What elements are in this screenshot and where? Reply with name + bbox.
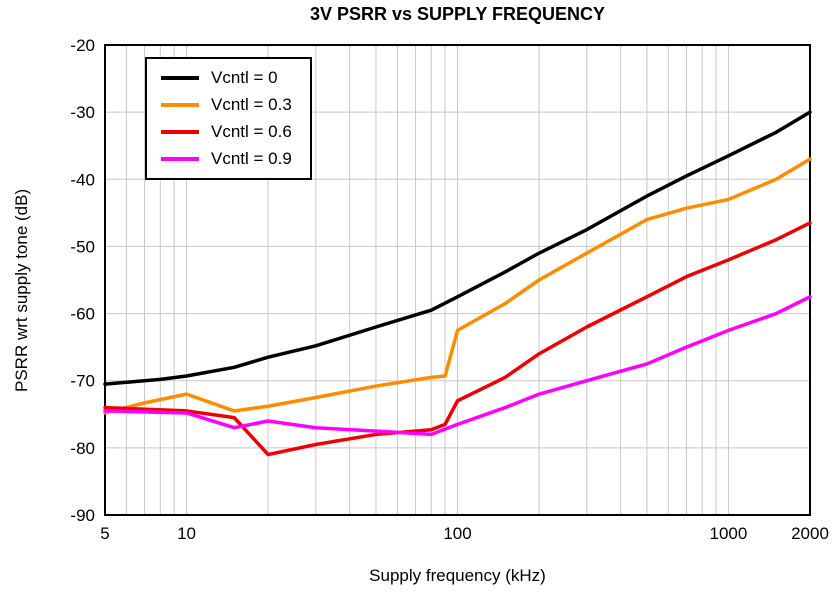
svg-text:-60: -60 [70, 305, 95, 324]
chart-title: 3V PSRR vs SUPPLY FREQUENCY [309, 4, 606, 24]
legend-swatch-vcntl-03 [161, 103, 199, 107]
x-axis-label: Supply frequency (kHz) [369, 566, 546, 585]
legend-item: Vcntl = 0.9 [161, 149, 292, 169]
svg-text:10: 10 [177, 524, 196, 543]
svg-text:100: 100 [443, 524, 471, 543]
svg-text:5: 5 [100, 524, 109, 543]
legend-label: Vcntl = 0.9 [211, 149, 292, 168]
legend-label: Vcntl = 0.3 [211, 95, 292, 114]
legend-item: Vcntl = 0.3 [161, 95, 292, 115]
legend-swatch-vcntl-06 [161, 130, 199, 134]
svg-text:-70: -70 [70, 372, 95, 391]
legend-swatch-vcntl-09 [161, 157, 199, 161]
legend-item: Vcntl = 0 [161, 68, 292, 88]
svg-text:-30: -30 [70, 103, 95, 122]
legend-item: Vcntl = 0.6 [161, 122, 292, 142]
svg-text:-90: -90 [70, 506, 95, 525]
legend: Vcntl = 0 Vcntl = 0.3 Vcntl = 0.6 Vcntl … [145, 57, 312, 180]
legend-label: Vcntl = 0 [211, 68, 278, 87]
svg-text:-80: -80 [70, 439, 95, 458]
svg-text:-20: -20 [70, 36, 95, 55]
svg-text:-50: -50 [70, 237, 95, 256]
svg-text:2000: 2000 [791, 524, 829, 543]
svg-text:-40: -40 [70, 170, 95, 189]
legend-swatch-vcntl-0 [161, 76, 199, 80]
svg-text:1000: 1000 [710, 524, 748, 543]
legend-label: Vcntl = 0.6 [211, 122, 292, 141]
